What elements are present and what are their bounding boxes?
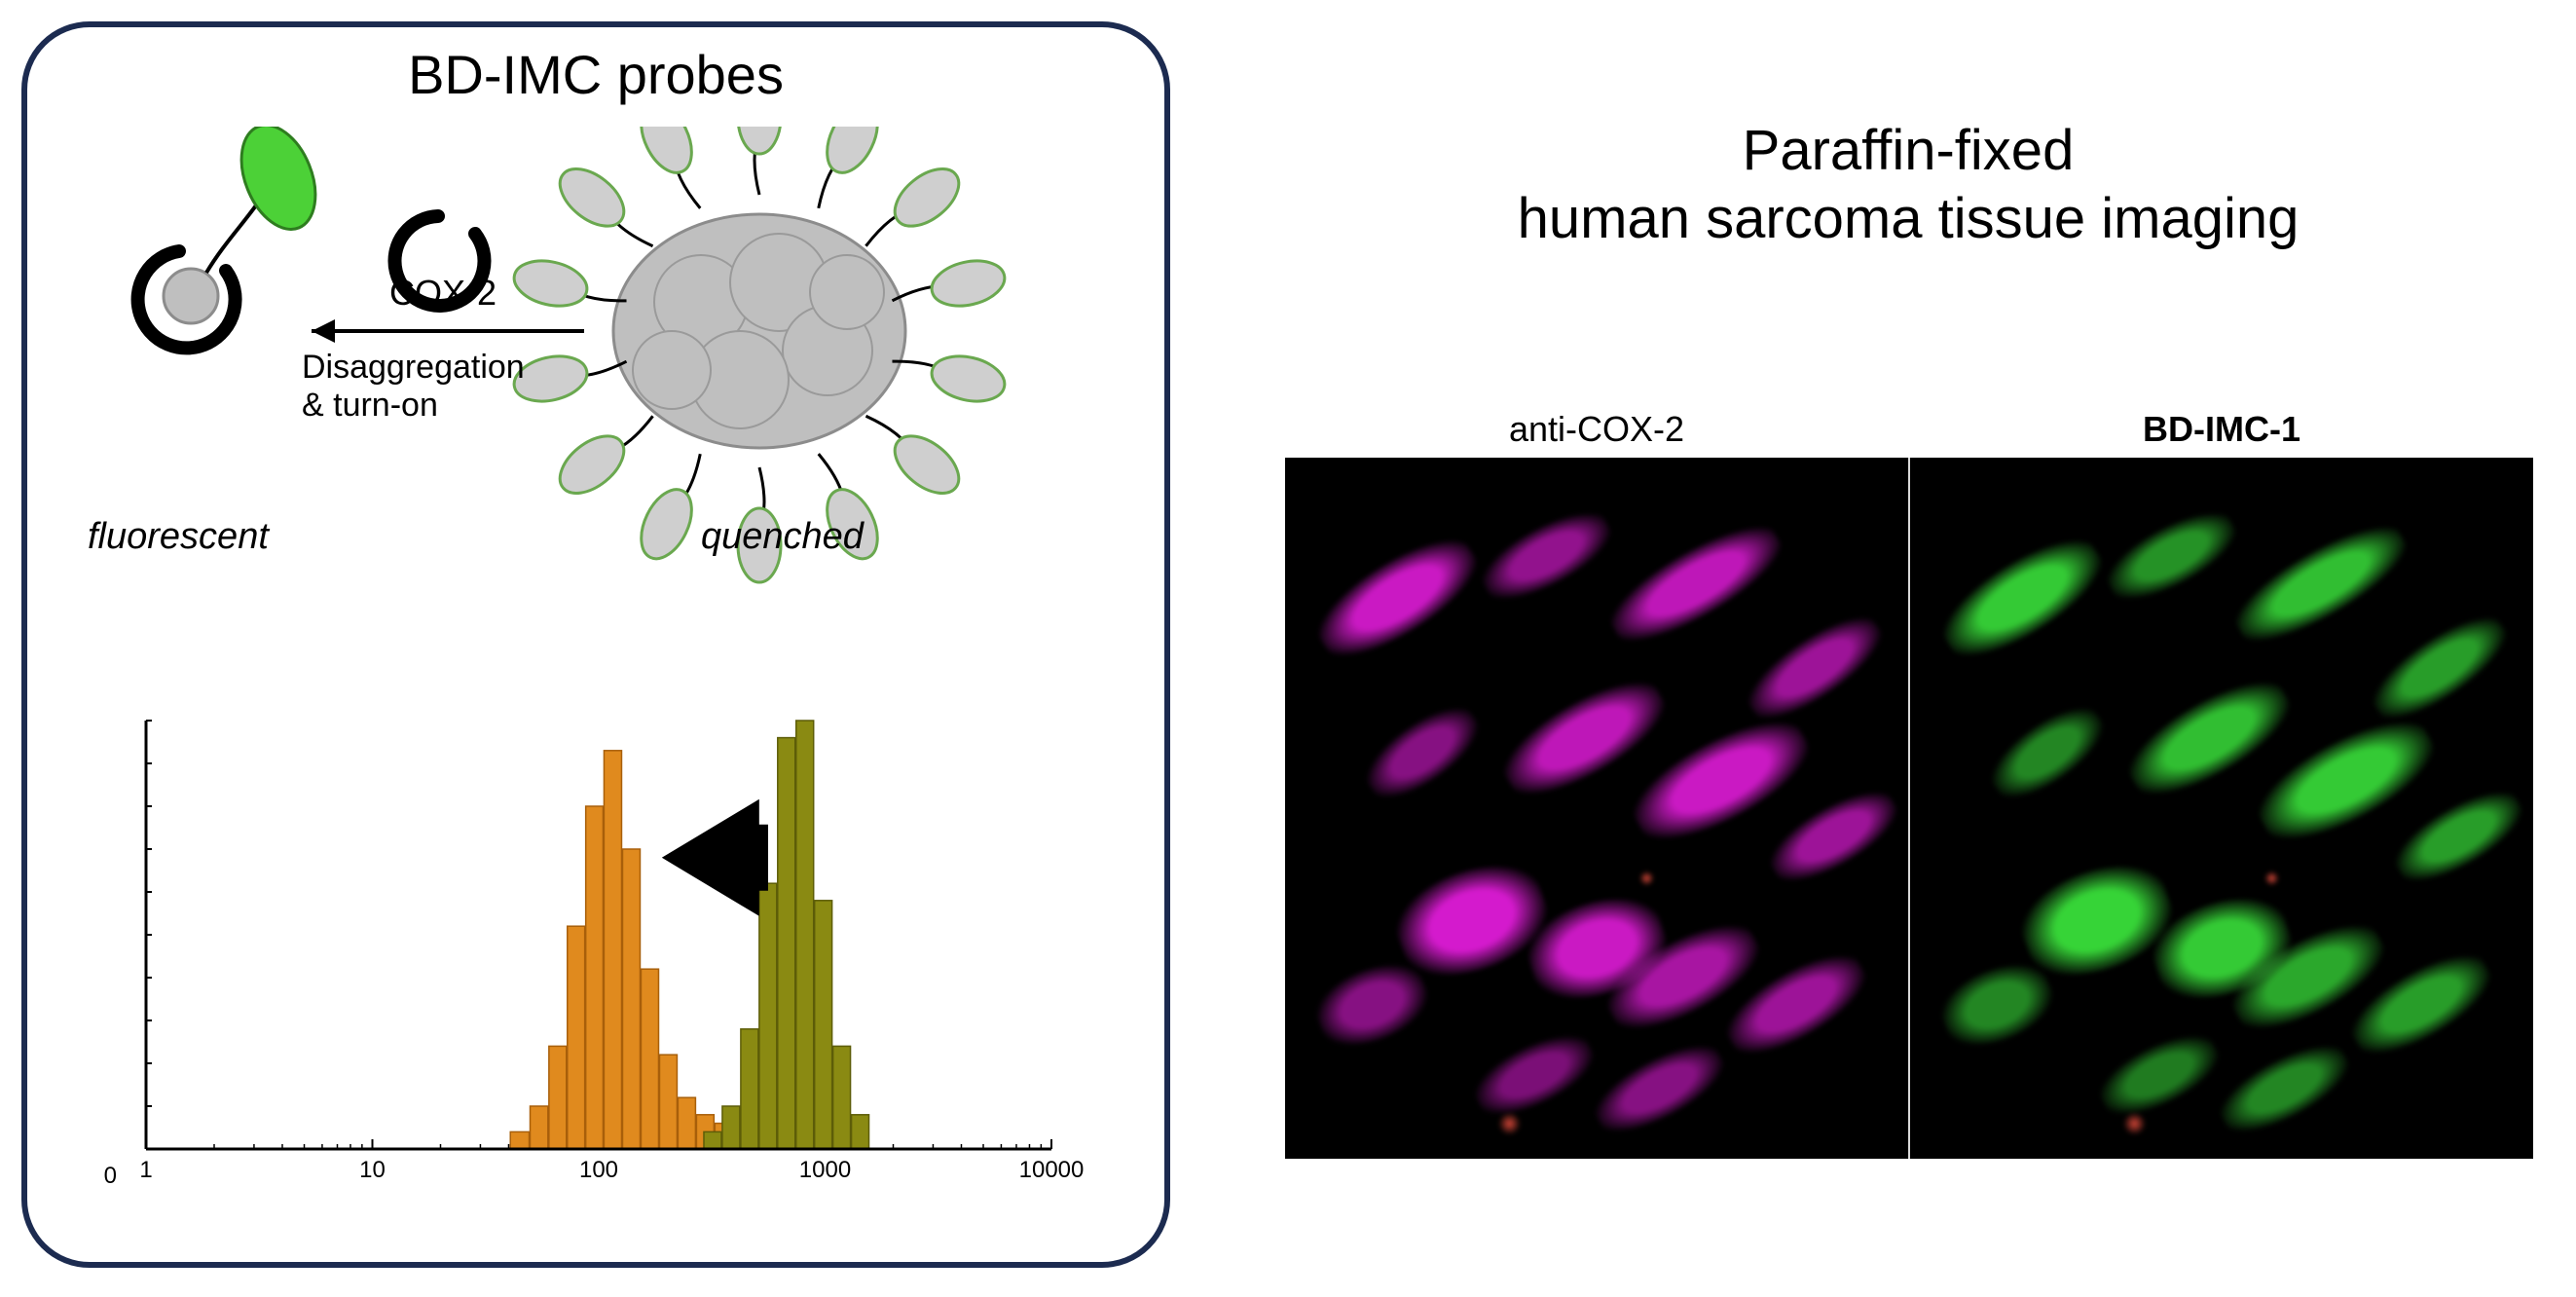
process-label: Disaggregation & turn-on [302, 349, 525, 425]
histogram: 0 1 10 100 1000 10000 [68, 701, 1100, 1227]
panel-right-label: BD-IMC-1 [1910, 409, 2533, 450]
microscopy-bd-imc-1 [1910, 458, 2533, 1159]
right-title: Paraffin-fixed human sarcoma tissue imag… [1285, 117, 2531, 252]
histogram-svg [127, 711, 1061, 1178]
xtick-label: 100 [579, 1157, 618, 1184]
xtick-label: 10000 [1019, 1157, 1085, 1184]
panel-left-label: anti-COX-2 [1285, 409, 1908, 450]
fluorescent-label: fluorescent [88, 516, 269, 558]
left-title: BD-IMC probes [21, 43, 1170, 106]
xtick-label: 10 [359, 1157, 386, 1184]
quenched-label: quenched [701, 516, 864, 558]
xtick-label: 1000 [799, 1157, 851, 1184]
xtick-label: 1 [139, 1157, 152, 1184]
left-title-text: BD-IMC probes [408, 44, 784, 105]
microscopy-anti-cox2 [1285, 458, 1908, 1159]
ytick-0: 0 [78, 1163, 117, 1190]
cox2-label: COX-2 [389, 273, 497, 314]
